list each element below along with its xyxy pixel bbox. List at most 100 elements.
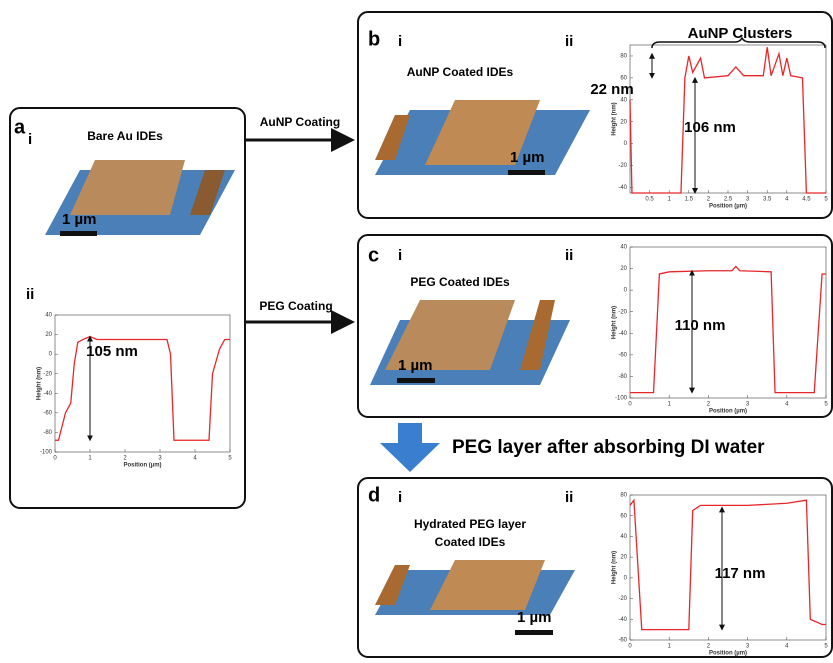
block-arrow — [380, 423, 440, 472]
x-tick-label: 3 — [746, 644, 750, 650]
y-tick-label: -20 — [618, 309, 627, 315]
profile-line — [630, 266, 826, 392]
afm-image: 1 µm — [375, 100, 590, 175]
subpanel-label: ii — [565, 489, 573, 506]
y-tick-label: 0 — [624, 288, 628, 294]
plot-frame — [55, 315, 230, 452]
y-axis-label: Height (nm) — [612, 306, 618, 339]
subpanel-label: ii — [26, 286, 34, 303]
x-axis-label: Position (µm) — [709, 409, 747, 415]
panel-label: b — [368, 28, 380, 50]
subpanel-label: ii — [565, 247, 573, 264]
x-tick-label: 5 — [824, 197, 828, 203]
arrow-label: AuNP Coating — [260, 115, 340, 129]
x-tick-label: 5 — [824, 402, 828, 408]
annotation: 110 nm — [675, 317, 726, 334]
y-tick-label: 20 — [620, 555, 627, 561]
x-tick-label: 1 — [88, 456, 92, 462]
x-axis-label: Position (µm) — [123, 463, 161, 469]
x-tick-label: 2.5 — [724, 197, 733, 203]
x-tick-label: 4 — [785, 197, 789, 203]
y-tick-label: 80 — [620, 493, 627, 499]
afm-image: 1 µm — [375, 560, 575, 635]
y-tick-label: 60 — [620, 513, 627, 519]
afm-image: 1 µm — [370, 300, 570, 385]
y-tick-label: 40 — [620, 97, 627, 103]
panel-label: a — [14, 116, 26, 138]
x-tick-label: 0 — [628, 644, 632, 650]
panel-title: AuNP Coated IDEs — [407, 65, 514, 79]
panel-label: d — [368, 484, 380, 506]
x-tick-label: 4 — [785, 644, 789, 650]
y-tick-label: -60 — [43, 410, 52, 416]
profile-line — [55, 337, 230, 441]
annotation: AuNP Clusters — [688, 25, 793, 42]
figure: a i Bare Au IDEs ii b i ii AuNP Coated I… — [0, 0, 833, 658]
scale-label: 1 µm — [517, 609, 552, 626]
y-tick-label: 20 — [45, 332, 52, 338]
x-tick-label: 1 — [668, 644, 672, 650]
x-tick-label: 5 — [824, 644, 828, 650]
y-tick-label: 0 — [624, 575, 628, 581]
y-tick-label: 40 — [45, 313, 52, 319]
arrow-label: PEG Coating — [259, 299, 332, 313]
x-tick-label: 5 — [228, 456, 232, 462]
scale-label: 1 µm — [62, 211, 97, 228]
y-tick-label: -80 — [618, 374, 627, 380]
x-tick-label: 1.5 — [685, 197, 694, 203]
y-tick-label: -60 — [618, 638, 627, 644]
x-tick-label: 4.5 — [802, 197, 811, 203]
subpanel-label: i — [398, 33, 402, 50]
x-tick-label: 3 — [746, 402, 750, 408]
y-axis-label: Height (nm) — [612, 551, 618, 584]
y-tick-label: -40 — [43, 391, 52, 397]
panel-title: PEG Coated IDEs — [410, 275, 510, 289]
y-tick-label: -40 — [618, 617, 627, 623]
y-tick-label: -20 — [618, 163, 627, 169]
y-tick-label: -40 — [618, 185, 627, 191]
x-tick-label: 0.5 — [645, 197, 654, 203]
x-tick-label: 3.5 — [763, 197, 772, 203]
panel-label: c — [368, 244, 379, 266]
scale-label: 1 µm — [398, 357, 433, 374]
x-axis-label: Position (µm) — [709, 651, 747, 657]
x-tick-label: 1 — [668, 197, 672, 203]
y-tick-label: -100 — [615, 396, 628, 402]
x-tick-label: 2 — [707, 644, 711, 650]
annotation: 106 nm — [684, 119, 736, 136]
y-tick-label: 80 — [620, 54, 627, 60]
x-tick-label: 2 — [123, 456, 127, 462]
y-tick-label: -60 — [618, 352, 627, 358]
x-tick-label: 4 — [193, 456, 197, 462]
x-tick-label: 2 — [707, 197, 711, 203]
y-tick-label: 20 — [620, 119, 627, 125]
panel-title: Coated IDEs — [435, 535, 506, 549]
subpanel-label: ii — [565, 33, 573, 50]
y-tick-label: 0 — [49, 352, 53, 358]
afm-image: 1 µm — [45, 160, 235, 236]
x-axis-label: Position (µm) — [709, 204, 747, 210]
y-tick-label: -40 — [618, 331, 627, 337]
panel-title: Hydrated PEG layer — [414, 517, 526, 531]
x-tick-label: 2 — [707, 402, 711, 408]
y-axis-label: Height (nm) — [612, 102, 618, 135]
subpanel-label: i — [398, 489, 402, 506]
panel-title: Bare Au IDEs — [87, 129, 163, 143]
x-tick-label: 0 — [53, 456, 57, 462]
arrow-label: PEG layer after absorbing DI water — [452, 437, 765, 458]
y-tick-label: -20 — [43, 371, 52, 377]
y-tick-label: -20 — [618, 596, 627, 602]
scale-label: 1 µm — [510, 149, 545, 166]
x-tick-label: 4 — [785, 402, 789, 408]
subpanel-label: i — [28, 131, 32, 148]
y-tick-label: -80 — [43, 430, 52, 436]
y-tick-label: 20 — [620, 266, 627, 272]
y-tick-label: -100 — [40, 450, 53, 456]
annotation: 22 nm — [590, 81, 633, 98]
y-tick-label: 0 — [624, 141, 628, 147]
x-tick-label: 3 — [158, 456, 162, 462]
x-tick-label: 3 — [746, 197, 750, 203]
y-tick-label: 40 — [620, 245, 627, 251]
x-tick-label: 0 — [628, 402, 632, 408]
y-tick-label: 40 — [620, 534, 627, 540]
